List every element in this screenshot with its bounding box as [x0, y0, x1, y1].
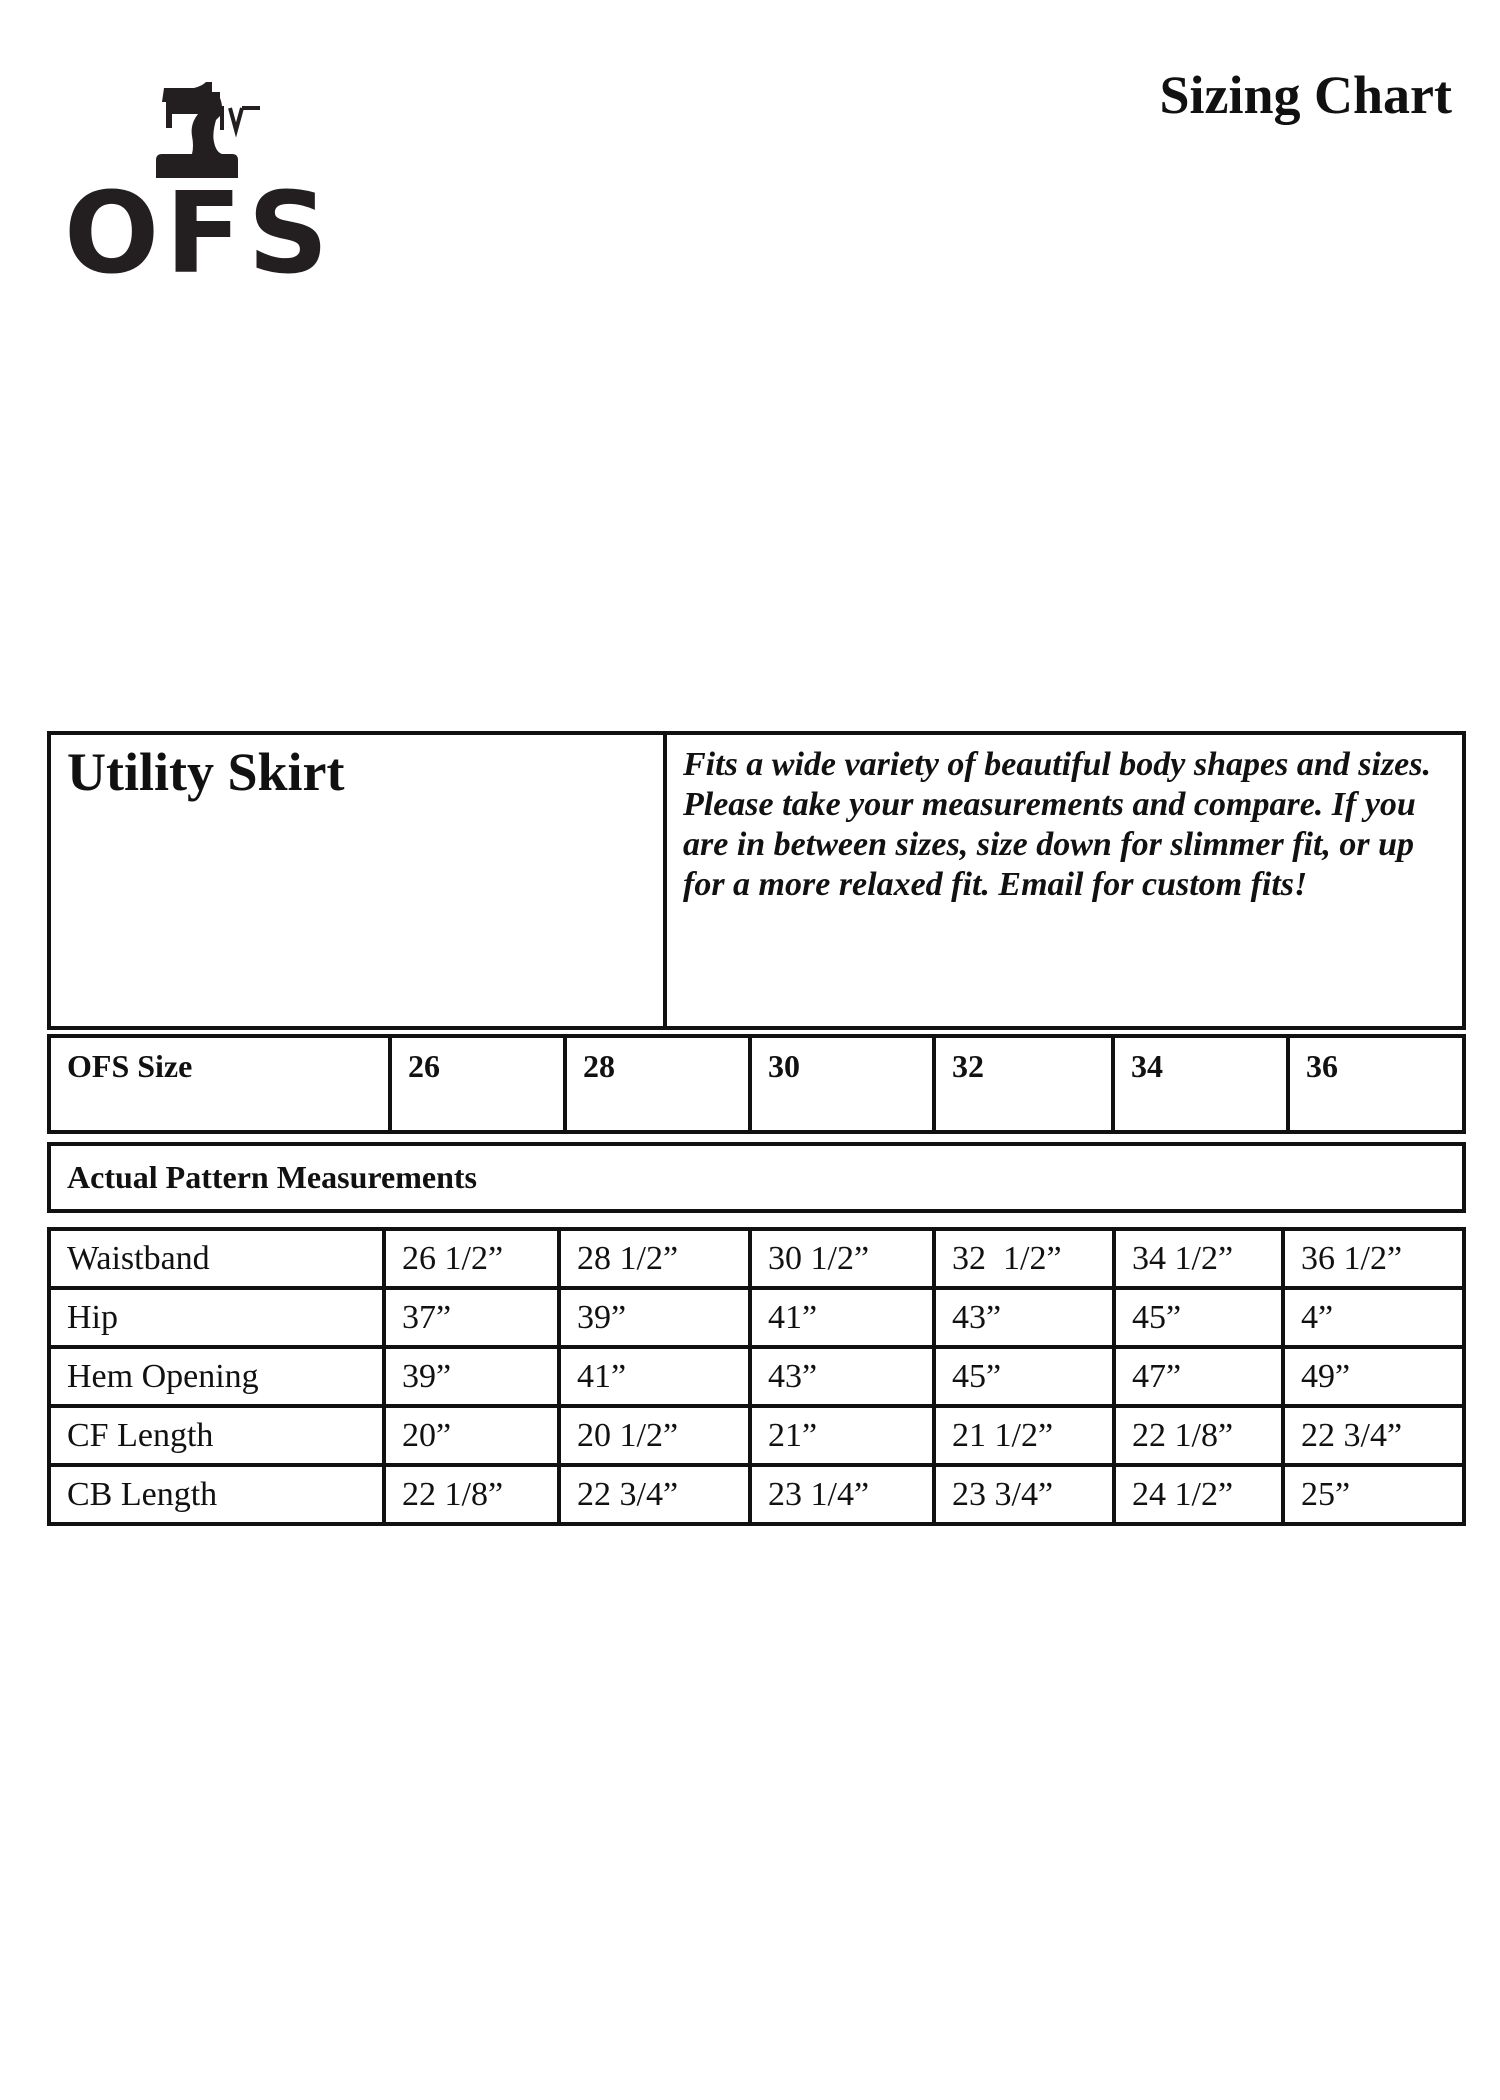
page-title: Sizing Chart [1159, 65, 1452, 125]
size-cell: 28 [563, 1034, 752, 1134]
row-label: Waistband [47, 1227, 386, 1290]
table-row: CB Length 22 1/8” 22 3/4” 23 1/4” 23 3/4” 24 … [47, 1463, 1466, 1526]
measurement-cell: 26 1/2” [382, 1227, 561, 1290]
measurement-cell: 39” [557, 1286, 752, 1349]
measurement-cell: 49” [1281, 1345, 1466, 1408]
size-cell: 34 [1111, 1034, 1290, 1134]
table-row: Waistband 26 1/2” 28 1/2” 30 1/2” 32 1/2” 34 … [47, 1227, 1466, 1290]
measurement-cell: 23 3/4” [932, 1463, 1116, 1526]
measurement-cell: 28 1/2” [557, 1227, 752, 1290]
size-cell: 26 [388, 1034, 567, 1134]
measurement-cell: 22 1/8” [382, 1463, 561, 1526]
size-cell: 32 [932, 1034, 1115, 1134]
measurement-cell: 20” [382, 1404, 561, 1467]
measurement-cell: 22 3/4” [1281, 1404, 1466, 1467]
size-label: OFS Size [47, 1034, 392, 1134]
measurement-cell: 21 1/2” [932, 1404, 1116, 1467]
measurement-cell: 34 1/2” [1112, 1227, 1285, 1290]
size-cell: 30 [748, 1034, 936, 1134]
measurement-cell: 43” [748, 1345, 936, 1408]
row-label: Hip [47, 1286, 386, 1349]
measurement-cell: 39” [382, 1345, 561, 1408]
measurement-cell: 47” [1112, 1345, 1285, 1408]
product-intro-table: Utility Skirt Fits a wide variety of bea… [47, 731, 1466, 1030]
measurement-cell: 22 1/8” [1112, 1404, 1285, 1467]
measurement-cell: 20 1/2” [557, 1404, 752, 1467]
measurement-cell: 41” [557, 1345, 752, 1408]
measurement-cell: 4” [1281, 1286, 1466, 1349]
row-label: CF Length [47, 1404, 386, 1467]
section-header: Actual Pattern Measurements [47, 1142, 1466, 1213]
measurement-cell: 36 1/2” [1281, 1227, 1466, 1290]
measurement-cell: 32 1/2” [932, 1227, 1116, 1290]
measurement-cell: 24 1/2” [1112, 1463, 1285, 1526]
measurement-cell: 45” [932, 1345, 1116, 1408]
table-row: CF Length 20” 20 1/2” 21” 21 1/2” 22 1/8” 22 3… [47, 1404, 1466, 1467]
product-name: Utility Skirt [47, 731, 667, 1030]
logo-text: OFS [64, 169, 335, 299]
measurement-cell: 30 1/2” [748, 1227, 936, 1290]
measurement-cell: 25” [1281, 1463, 1466, 1526]
product-description: Fits a wide variety of beautiful body sh… [663, 731, 1466, 1030]
row-label: Hem Opening [47, 1345, 386, 1408]
measurement-cell: 22 3/4” [557, 1463, 752, 1526]
measurement-cell: 43” [932, 1286, 1116, 1349]
table-row: Hem Opening 39” 41” 43” 45” 47” 49” [47, 1345, 1466, 1408]
section-title: Actual Pattern Measurements [47, 1142, 1466, 1213]
measurement-cell: 41” [748, 1286, 936, 1349]
measurement-cell: 23 1/4” [748, 1463, 936, 1526]
measurement-cell: 45” [1112, 1286, 1285, 1349]
row-label: CB Length [47, 1463, 386, 1526]
table-row: Hip 37” 39” 41” 43” 45” 4” [47, 1286, 1466, 1349]
size-table: OFS Size 26 28 30 32 34 36 [47, 1034, 1466, 1134]
measurements-table: Waistband 26 1/2” 28 1/2” 30 1/2” 32 1/2” 34 … [47, 1227, 1466, 1526]
size-cell: 36 [1286, 1034, 1466, 1134]
measurement-cell: 37” [382, 1286, 561, 1349]
measurement-cell: 21” [748, 1404, 936, 1467]
sewing-machine-icon [156, 82, 260, 178]
